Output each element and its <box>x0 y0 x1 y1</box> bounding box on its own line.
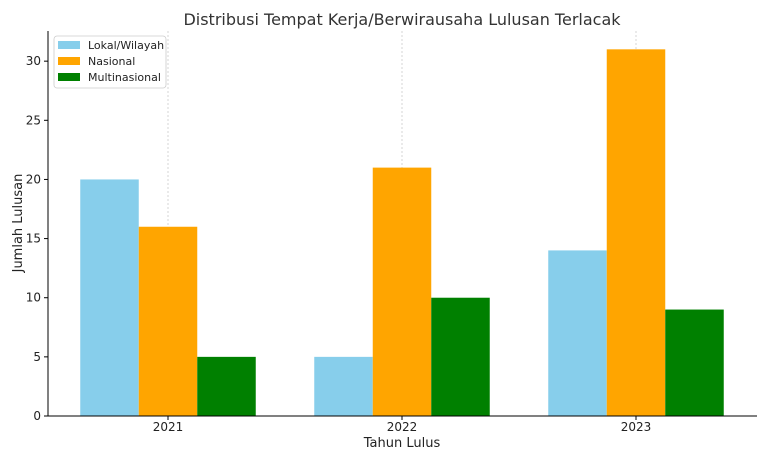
tick-labels: 0 5 10 15 20 25 30 2021 2022 2023 <box>26 54 652 434</box>
legend-box <box>53 35 167 89</box>
bar <box>431 297 490 416</box>
y-tick-label: 25 <box>26 113 41 127</box>
y-tick-label: 10 <box>26 291 41 305</box>
legend-label: Lokal/Wilayah <box>88 39 164 52</box>
bar <box>197 356 256 416</box>
bar <box>548 250 607 416</box>
bar <box>80 179 139 416</box>
y-tick-label: 0 <box>33 409 41 423</box>
legend-label: Multinasional <box>88 71 161 84</box>
legend-swatch <box>58 73 80 81</box>
y-axis-label: Jumlah Lulusan <box>11 174 26 274</box>
legend-label: Nasional <box>88 55 135 68</box>
bar <box>665 309 724 416</box>
legend-swatch <box>58 41 80 49</box>
x-axis-label: Tahun Lulus <box>363 436 441 451</box>
y-tick-label: 5 <box>33 350 41 364</box>
x-tick-label: 2022 <box>387 420 418 434</box>
legend: Lokal/Wilayah Nasional Multinasional <box>53 35 167 89</box>
bars <box>80 49 724 416</box>
bar <box>138 226 198 416</box>
bar <box>372 167 432 416</box>
bar <box>314 356 373 416</box>
x-tick-label: 2021 <box>153 420 184 434</box>
y-tick-label: 20 <box>26 172 41 186</box>
x-tick-label: 2023 <box>621 420 652 434</box>
bar <box>606 49 666 416</box>
y-tick-label: 15 <box>26 232 41 246</box>
chart-title: Distribusi Tempat Kerja/Berwirausaha Lul… <box>183 10 621 29</box>
y-tick-label: 30 <box>26 54 41 68</box>
legend-swatch <box>58 57 80 65</box>
